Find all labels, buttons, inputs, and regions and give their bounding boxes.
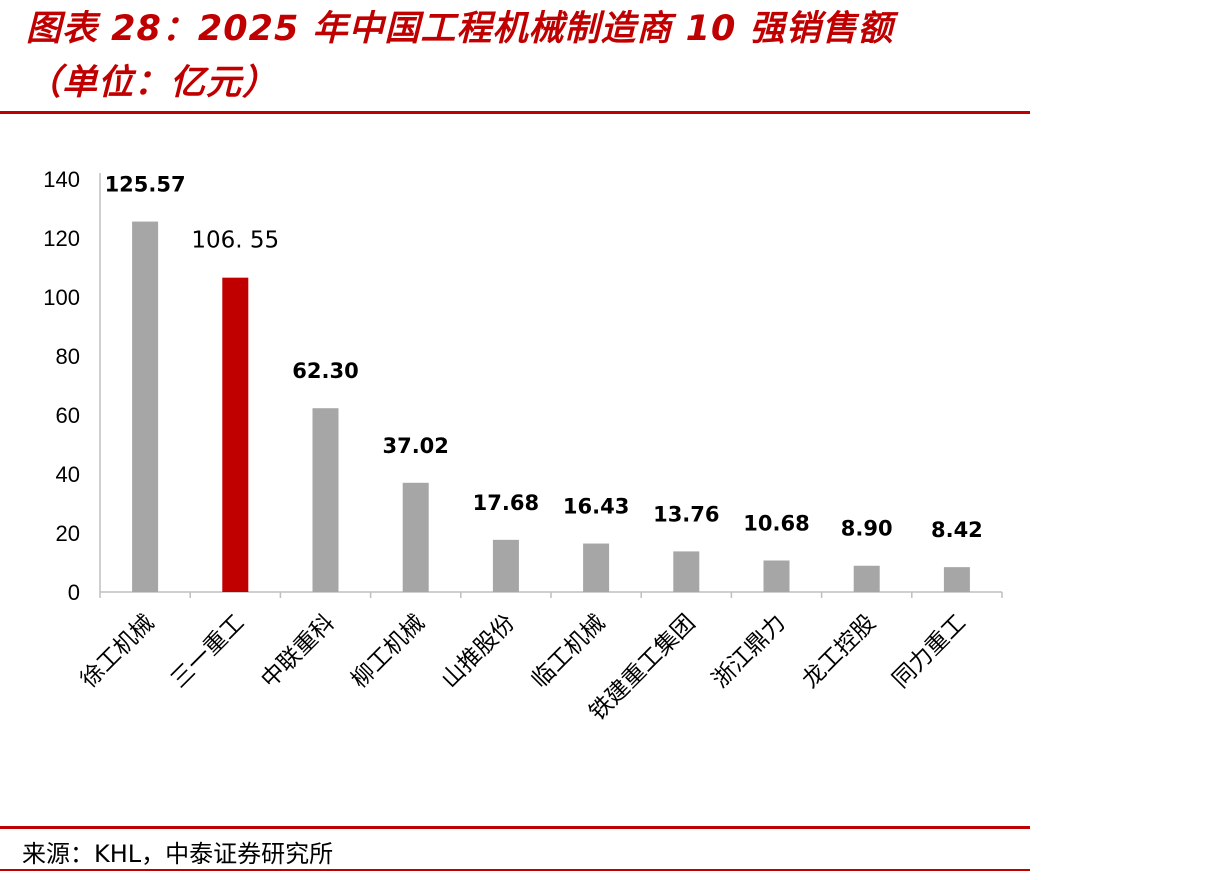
category-label: 山推股份: [437, 610, 520, 693]
category-label: 中联重科: [256, 610, 339, 693]
category-label: 龙工控股: [798, 610, 881, 693]
y-tick-label: 100: [43, 285, 80, 310]
bar-9: [853, 565, 880, 592]
bottom-divider: [0, 869, 1030, 871]
chart-title-line1: 图表 28：2025 年中国工程机械制造商 10 强销售额: [26, 9, 894, 49]
category-label: 浙江鼎力: [707, 610, 790, 693]
bar-4: [402, 482, 429, 592]
data-label: 106. 55: [191, 228, 279, 254]
category-label: 徐工机械: [76, 610, 159, 693]
data-label: 17.68: [473, 491, 539, 515]
top-divider: [0, 111, 1030, 114]
bar-2: [222, 277, 249, 592]
y-tick-label: 60: [56, 403, 80, 428]
bar-6: [583, 543, 610, 592]
data-label: 8.90: [841, 517, 893, 541]
source-note: 来源：KHL，中泰证券研究所: [22, 840, 334, 868]
y-tick-label: 20: [56, 521, 80, 546]
data-label: 125.57: [105, 173, 186, 197]
y-tick-label: 40: [56, 462, 80, 487]
bar-7: [673, 551, 700, 592]
chart-title: 图表 28：2025 年中国工程机械制造商 10 强销售额 （单位：亿元）: [26, 2, 1026, 110]
category-label: 三一重工: [166, 610, 249, 693]
data-label: 62.30: [292, 359, 358, 383]
category-label: 同力重工: [888, 610, 971, 693]
bar-8: [763, 560, 790, 592]
category-label: 临工机械: [527, 610, 610, 693]
y-tick-label: 0: [68, 580, 80, 605]
category-label: 柳工机械: [347, 610, 430, 693]
y-tick-label: 120: [43, 226, 80, 251]
bar-1: [132, 221, 159, 593]
y-tick-label: 140: [43, 167, 80, 192]
data-label: 37.02: [382, 434, 448, 458]
data-label: 8.42: [931, 518, 983, 542]
bar-chart: 0 20 40 60 80 100 120 140 125.57 徐工机械 106. 55 三一重工 6…: [43, 167, 1003, 726]
y-tick-label: 80: [56, 344, 80, 369]
data-label: 10.68: [743, 511, 809, 535]
data-label: 13.76: [653, 502, 719, 526]
bar-10: [943, 567, 970, 592]
data-label: 16.43: [563, 495, 629, 519]
bar-5: [492, 539, 519, 592]
source-divider: [0, 826, 1030, 829]
chart-title-line2: （单位：亿元）: [26, 63, 279, 103]
bar-3: [312, 408, 339, 592]
